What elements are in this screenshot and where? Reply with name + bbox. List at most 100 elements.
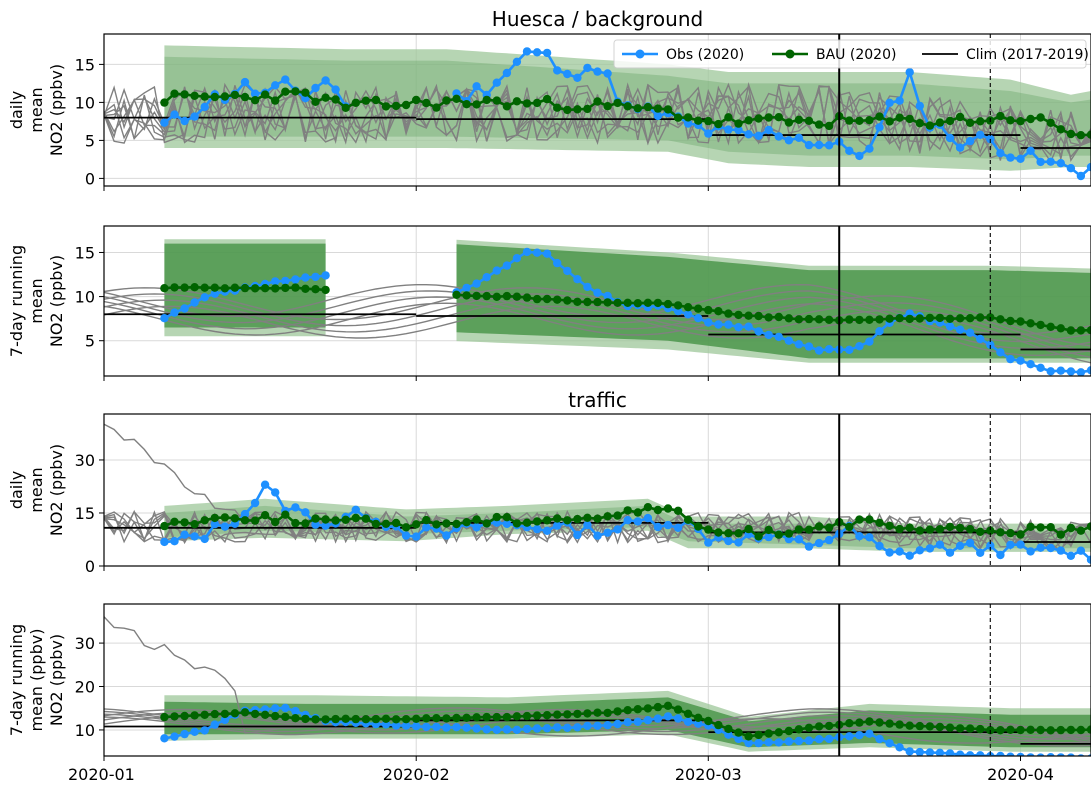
obs-point [966, 539, 974, 547]
obs-point [523, 248, 531, 256]
bau-point [251, 516, 259, 524]
obs-point [523, 725, 531, 733]
obs-point [533, 724, 541, 732]
obs-point [754, 132, 762, 140]
obs-point [442, 531, 450, 539]
x-tick-label: 2020-03 [675, 765, 742, 784]
bau-point [442, 714, 450, 722]
bau-point [634, 705, 642, 713]
bau-point [493, 713, 501, 721]
bau-point [946, 117, 954, 125]
bau-point [190, 520, 198, 528]
obs-point [855, 731, 863, 739]
obs-point [493, 266, 501, 274]
bau-point [805, 526, 813, 534]
bau-point [301, 89, 309, 97]
obs-point [875, 123, 883, 131]
bau-point [472, 515, 480, 523]
bau-point [352, 514, 360, 522]
y-axis-label-line: 7-day running [7, 245, 26, 357]
obs-point [885, 99, 893, 107]
obs-point [795, 737, 803, 745]
bau-point [1067, 524, 1075, 532]
bau-point [513, 712, 521, 720]
bau-point [533, 99, 541, 107]
bau-point [432, 714, 440, 722]
obs-point [765, 126, 773, 134]
bau-point [211, 710, 219, 718]
bau-point [906, 722, 914, 730]
bau-point [1026, 319, 1034, 327]
obs-point [674, 714, 682, 722]
bau-point [583, 298, 591, 306]
bau-point [190, 92, 198, 100]
obs-point [664, 521, 672, 529]
bau-point [1016, 317, 1024, 325]
bau-point [885, 315, 893, 323]
obs-point [160, 734, 168, 742]
bau-point [281, 284, 289, 292]
obs-point [865, 730, 873, 738]
obs-point [1006, 355, 1014, 363]
bau-point [805, 117, 813, 125]
legend-swatch-marker [636, 50, 645, 59]
bau-point [452, 95, 460, 103]
obs-point [331, 85, 339, 93]
obs-point [936, 541, 944, 549]
obs-point [795, 340, 803, 348]
obs-point [845, 147, 853, 155]
obs-point [724, 320, 732, 328]
y-axis-label: dailymeanNO2 (ppbv) [7, 444, 66, 536]
obs-point [634, 718, 642, 726]
bau-point [573, 515, 581, 523]
bau-point [704, 306, 712, 314]
obs-point [533, 48, 541, 56]
bau-point [503, 292, 511, 300]
obs-point [1036, 753, 1044, 761]
bau-point [785, 118, 793, 126]
obs-point [634, 517, 642, 525]
bau-point [1026, 726, 1034, 734]
bau-point [936, 314, 944, 322]
bau-point [1077, 131, 1085, 139]
obs-point [160, 119, 168, 127]
bau-point [956, 724, 964, 732]
obs-point [704, 318, 712, 326]
bau-point [583, 709, 591, 717]
bau-point [160, 522, 168, 530]
bau-point [845, 719, 853, 727]
y-axis-label-line: NO2 (ppbv) [47, 255, 66, 347]
bau-point [815, 522, 823, 530]
obs-point [190, 298, 198, 306]
obs-point [815, 141, 823, 149]
bau-point [895, 720, 903, 728]
bau-point [785, 727, 793, 735]
bau-point [543, 95, 551, 103]
obs-point [785, 136, 793, 144]
bau-point [311, 98, 319, 106]
obs-point [462, 284, 470, 292]
bau-point [936, 118, 944, 126]
obs-point [976, 335, 984, 343]
bau-point [251, 96, 259, 104]
bau-point [452, 520, 460, 528]
obs-point [684, 718, 692, 726]
bau-point [563, 106, 571, 114]
bau-point [201, 711, 209, 719]
bau-point [291, 519, 299, 527]
bau-point [462, 291, 470, 299]
obs-point [855, 532, 863, 540]
obs-point [785, 337, 793, 345]
bau-point [754, 731, 762, 739]
bau-point [926, 314, 934, 322]
bau-point [865, 316, 873, 324]
obs-point [543, 49, 551, 57]
panel-plot-area [104, 226, 1091, 376]
bau-point [754, 312, 762, 320]
obs-point [472, 82, 480, 90]
bau-point [331, 715, 339, 723]
obs-point [916, 102, 924, 110]
bau-point [331, 95, 339, 103]
obs-point [301, 508, 309, 516]
obs-point [724, 537, 732, 545]
